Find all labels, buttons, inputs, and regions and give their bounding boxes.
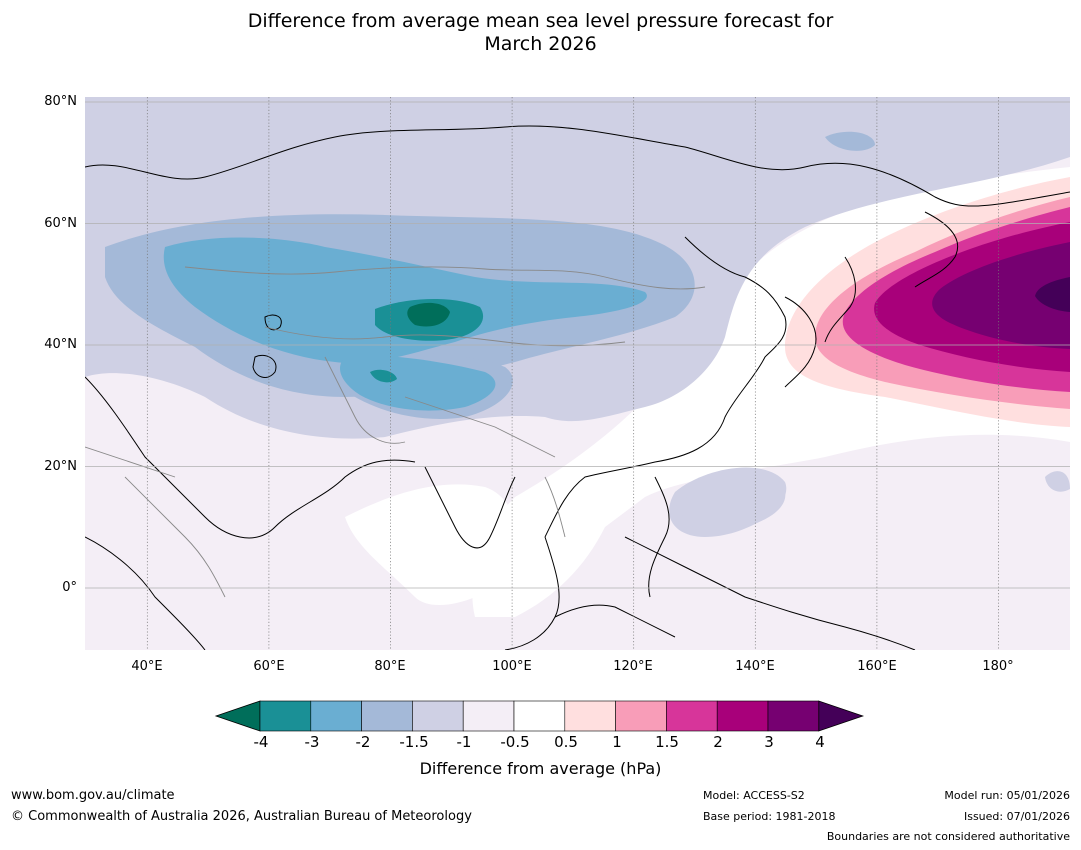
colorbar-segment — [310, 700, 362, 732]
colorbar-segment — [462, 700, 515, 732]
anomaly-contour-plus4 — [1035, 277, 1070, 312]
latitude-lines — [85, 101, 1070, 589]
colorbar-tick-label: 4 — [815, 733, 825, 751]
lon-label-120e: 120°E — [613, 659, 653, 674]
footer-copyright: © Commonwealth of Australia 2026, Austra… — [11, 809, 472, 824]
anomaly-contour-minus2-south — [340, 355, 496, 411]
lat-label-60n: 60°N — [44, 216, 77, 231]
footer-model-run: Model run: 05/01/2026 — [944, 789, 1070, 802]
colorbar-tick-label: -3 — [304, 733, 320, 751]
colorbar-segment — [615, 700, 667, 732]
colorbar-tick-label: -1 — [456, 733, 472, 751]
colorbar-segment — [564, 700, 616, 732]
lat-label-0: 0° — [62, 580, 77, 595]
lat-label-20n: 20°N — [44, 459, 77, 474]
coastlines — [85, 125, 1070, 650]
anomaly-contour-plus3 — [932, 242, 1070, 349]
footer-issued: Issued: 07/01/2026 — [963, 810, 1070, 823]
colorbar-segment — [513, 700, 566, 732]
lon-label-40e: 40°E — [131, 659, 163, 674]
colorbar-tick-label: 2 — [713, 733, 723, 751]
colorbar-arrow-high — [818, 700, 865, 732]
graticule — [146, 97, 999, 650]
colorbar-arrow-low — [214, 700, 261, 732]
colorbar-tick-label: 1.5 — [655, 733, 679, 751]
anomaly-contour-minus1-pacific — [675, 477, 786, 531]
lon-label-160e: 160°E — [857, 659, 897, 674]
lon-label-100e: 100°E — [492, 659, 532, 674]
lat-label-80n: 80°N — [44, 94, 77, 109]
colorbar-tick-label: -4 — [253, 733, 269, 751]
colorbar-segment — [716, 700, 769, 732]
footer-disclaimer: Boundaries are not considered authoritat… — [826, 830, 1070, 843]
anomaly-contour-minus1-5-arctic — [825, 131, 875, 151]
lon-label-80e: 80°E — [374, 659, 406, 674]
anomaly-contour-minus4 — [407, 302, 450, 327]
national-boundaries — [85, 266, 706, 598]
colorbar-tick-label: 0.5 — [554, 733, 578, 751]
title-line-1: Difference from average mean sea level p… — [247, 10, 834, 32]
colorbar-segment — [412, 700, 464, 732]
colorbar-tick-label: -0.5 — [500, 733, 530, 751]
colorbar-tick-label: 1 — [612, 733, 622, 751]
title-line-2: March 2026 — [484, 33, 597, 55]
colorbar-title: Difference from average (hPa) — [419, 759, 662, 778]
pressure-anomaly-map — [85, 97, 1070, 650]
lat-label-40n: 40°N — [44, 337, 77, 352]
lon-label-60e: 60°E — [253, 659, 285, 674]
lon-label-180: 180° — [982, 659, 1014, 674]
colorbar-tick-label: -1.5 — [399, 733, 429, 751]
colorbar-segment — [361, 700, 413, 732]
lon-label-140e: 140°E — [735, 659, 775, 674]
colorbar-segment — [666, 700, 718, 732]
colorbar-tick-label: 3 — [764, 733, 774, 751]
colorbar-segment — [767, 700, 820, 732]
colorbar-tick-label: -2 — [355, 733, 371, 751]
neutral-zone-india — [345, 484, 519, 606]
footer-base-period: Base period: 1981-2018 — [703, 810, 836, 823]
colorbar-segment — [259, 700, 312, 732]
anomaly-contour-minus1-pacific-2 — [1045, 471, 1070, 492]
footer-url[interactable]: www.bom.gov.au/climate — [11, 788, 175, 803]
footer-model: Model: ACCESS-S2 — [703, 789, 805, 802]
chart-title: Difference from average mean sea level p… — [0, 10, 1081, 56]
colorbar — [214, 700, 865, 732]
